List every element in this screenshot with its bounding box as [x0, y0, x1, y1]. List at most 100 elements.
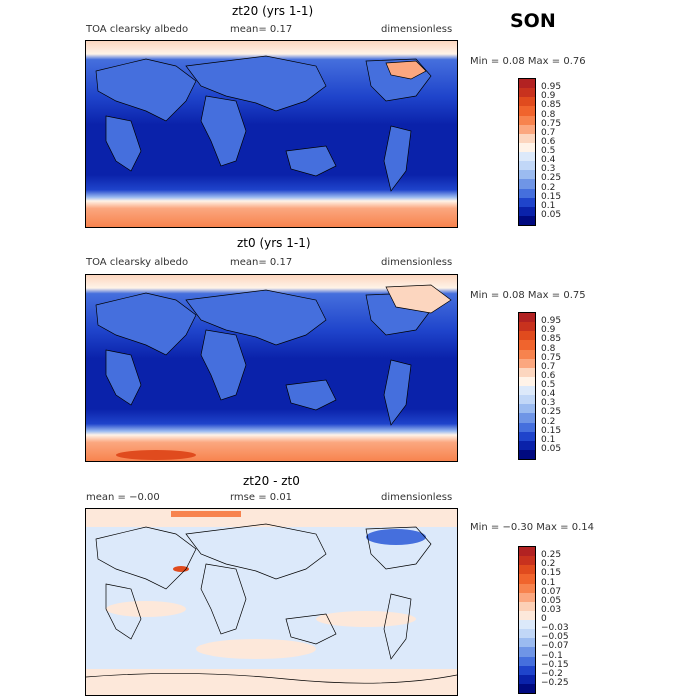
colorbar-tick-label: 0.75 — [541, 118, 562, 129]
colorbar-swatch — [519, 367, 535, 377]
colorbar-swatch — [519, 547, 535, 557]
colorbar-tick-label: 0.1 — [541, 577, 556, 588]
panel1-title: zt20 (yrs 1-1) — [232, 4, 314, 18]
panel3-units-label: dimensionless — [381, 492, 453, 503]
colorbar-tick-label: 0.95 — [541, 82, 562, 93]
colorbar-tick-label: 0.85 — [541, 334, 562, 345]
colorbar-swatch — [519, 79, 535, 89]
colorbar-tick-label: 0.07 — [541, 586, 562, 597]
colorbar-swatch — [519, 124, 535, 134]
colorbar-tick-label: 0.03 — [541, 604, 562, 615]
colorbar-swatch — [519, 376, 535, 386]
colorbar-tick-label: 0.5 — [541, 380, 556, 390]
colorbar-tick-label: 0.3 — [541, 164, 556, 175]
colorbar-swatch — [519, 152, 535, 162]
colorbar-tick-label: −0.05 — [541, 632, 569, 643]
colorbar-tick-label: 0.3 — [541, 398, 556, 409]
colorbar-swatch — [519, 331, 535, 341]
colorbar-tick-label: 0.4 — [541, 155, 556, 166]
colorbar-tick-label: 0.1 — [541, 200, 556, 211]
colorbar-tick-label: 0.05 — [541, 443, 562, 454]
colorbar-tick-label: 0.15 — [541, 191, 562, 202]
panel2-mean-label: mean= 0.17 — [230, 257, 293, 268]
colorbar-tick-label: 0.15 — [541, 425, 562, 436]
colorbar-swatch — [519, 574, 535, 584]
colorbar-swatch — [519, 583, 535, 593]
panel3-rmse-label: rmse = 0.01 — [230, 492, 293, 503]
colorbar-tick-label: 0.7 — [541, 361, 556, 372]
colorbar-swatch — [519, 404, 535, 414]
panel1-colorbar — [518, 78, 536, 226]
colorbar-swatch — [519, 395, 535, 405]
panel2-map — [85, 274, 458, 462]
panel2-minmax-label: Min = 0.08 Max = 0.75 — [470, 290, 586, 301]
panel3-colorbar — [518, 546, 536, 694]
colorbar-swatch — [519, 592, 535, 602]
colorbar-swatch — [519, 620, 535, 630]
colorbar-tick-label: 0 — [541, 614, 547, 624]
panel3-minmax-label: Min = −0.30 Max = 0.14 — [470, 522, 594, 533]
colorbar-swatch — [519, 610, 535, 620]
colorbar-swatch — [519, 647, 535, 657]
panel3-map-svg — [86, 509, 457, 695]
colorbar-swatch — [519, 413, 535, 423]
colorbar-tick-label: 0.9 — [541, 91, 556, 102]
colorbar-swatch — [519, 115, 535, 125]
colorbar-tick-label: 0.4 — [541, 389, 556, 400]
colorbar-tick-label: 0.2 — [541, 416, 556, 427]
panel2-variable-label: TOA clearsky albedo — [86, 257, 189, 268]
colorbar-tick-label: −0.03 — [541, 623, 569, 634]
colorbar-swatch — [519, 340, 535, 350]
colorbar-tick-label: 0.8 — [541, 343, 556, 354]
colorbar-tick-label: −0.15 — [541, 659, 569, 670]
colorbar-tick-label: −0.1 — [541, 650, 563, 661]
colorbar-swatch — [519, 88, 535, 98]
colorbar-swatch — [519, 440, 535, 450]
colorbar-swatch — [519, 349, 535, 359]
colorbar-tick-label: 0.1 — [541, 434, 556, 445]
colorbar-swatch — [519, 629, 535, 639]
panel2-units-label: dimensionless — [381, 257, 453, 268]
colorbar-swatch — [519, 179, 535, 189]
colorbar-tick-label: 0.9 — [541, 325, 556, 336]
colorbar-swatch — [519, 601, 535, 611]
panel1-mean-label: mean= 0.17 — [230, 24, 293, 35]
colorbar-tick-label: −0.25 — [541, 677, 569, 688]
colorbar-swatch — [519, 142, 535, 152]
colorbar-swatch — [519, 215, 535, 225]
colorbar-swatch — [519, 656, 535, 666]
colorbar-tick-label: −0.07 — [541, 641, 569, 652]
colorbar-swatch — [519, 97, 535, 107]
colorbar-swatch — [519, 665, 535, 675]
panel2-map-svg — [86, 275, 457, 461]
colorbar-tick-label: 0.75 — [541, 352, 562, 363]
panel3-mean-label: mean = −0.00 — [86, 492, 160, 503]
colorbar-tick-label: 0.6 — [541, 370, 556, 381]
colorbar-tick-label: 0.2 — [541, 559, 556, 570]
colorbar-tick-label: 0.05 — [541, 209, 562, 220]
panel1-map-svg — [86, 41, 457, 227]
panel3-colorbar-swatches — [519, 547, 535, 693]
panel1-map — [85, 40, 458, 228]
colorbar-swatch — [519, 358, 535, 368]
panel1-units-label: dimensionless — [381, 24, 453, 35]
colorbar-swatch — [519, 556, 535, 566]
panel3-title: zt20 - zt0 — [243, 474, 300, 488]
colorbar-tick-label: 0.7 — [541, 127, 556, 138]
panel3-map — [85, 508, 458, 696]
colorbar-tick-label: 0.2 — [541, 182, 556, 193]
colorbar-swatch — [519, 449, 535, 459]
panel1-minmax-label: Min = 0.08 Max = 0.76 — [470, 56, 586, 67]
colorbar-tick-label: −0.2 — [541, 668, 563, 679]
colorbar-swatch — [519, 422, 535, 432]
panel2-title: zt0 (yrs 1-1) — [237, 236, 311, 250]
colorbar-swatch — [519, 565, 535, 575]
panel1-colorbar-swatches — [519, 79, 535, 225]
panel2-colorbar — [518, 312, 536, 460]
colorbar-tick-label: 0.85 — [541, 100, 562, 111]
panel1-variable-label: TOA clearsky albedo — [86, 24, 189, 35]
colorbar-tick-label: 0.95 — [541, 316, 562, 327]
colorbar-swatch — [519, 170, 535, 180]
colorbar-swatch — [519, 206, 535, 216]
colorbar-swatch — [519, 683, 535, 693]
